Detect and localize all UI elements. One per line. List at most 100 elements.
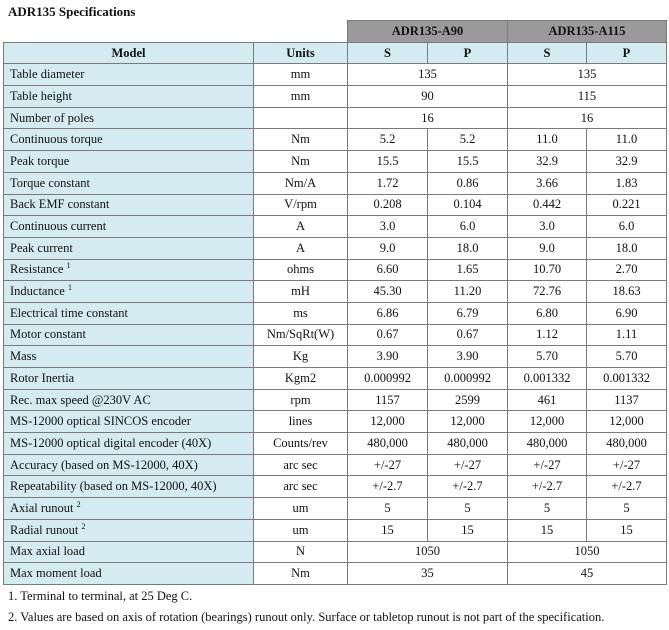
value-cell: 5.70 bbox=[586, 345, 667, 368]
subcolumn-header: P bbox=[586, 41, 667, 65]
group-header-a115: ADR135-A115 bbox=[507, 20, 667, 43]
table-row: Peak current A 9.0 18.0 9.0 18.0 bbox=[3, 236, 667, 260]
merged-value-cell: 135 bbox=[507, 63, 667, 87]
blank-cell bbox=[253, 20, 348, 43]
table-row: Torque constant Nm/A 1.72 0.86 3.66 1.83 bbox=[3, 171, 667, 195]
value-cell: 5.70 bbox=[507, 345, 587, 368]
row-label: Accuracy (based on MS-12000, 40X) bbox=[3, 453, 254, 477]
table-row: Rec. max speed @230V AC rpm 1157 2599 461 113… bbox=[3, 388, 667, 412]
table-row: Repeatability (based on MS-12000, 40X) ar… bbox=[3, 475, 667, 499]
value-cell: 6.79 bbox=[427, 301, 508, 325]
value-cell: 0.442 bbox=[507, 193, 587, 217]
row-label-text: Rotor Inertia bbox=[10, 370, 75, 385]
row-label-text: Inductance bbox=[10, 284, 65, 299]
footnote-marker: 1 bbox=[66, 261, 71, 271]
value-cell: 0.67 bbox=[427, 323, 508, 347]
value-cell: +/-27 bbox=[427, 453, 508, 477]
row-label: Torque constant bbox=[3, 171, 254, 195]
value-cell: 18.63 bbox=[586, 280, 667, 303]
table-row: Continuous torque Nm 5.2 5.2 11.0 11.0 bbox=[3, 128, 667, 152]
value-cell: 0.001332 bbox=[586, 367, 667, 390]
value-cell: 12,000 bbox=[507, 410, 587, 434]
table-row: Table diameter mm 135 135 bbox=[3, 63, 667, 87]
value-cell: 0.208 bbox=[347, 193, 428, 217]
merged-value-cell: 16 bbox=[347, 106, 508, 130]
unit-cell: Kg bbox=[253, 345, 348, 368]
merged-value-cell: 45 bbox=[507, 562, 667, 585]
value-cell: 1.72 bbox=[347, 171, 428, 195]
row-label: Rotor Inertia bbox=[3, 367, 254, 390]
row-label: MS-12000 optical digital encoder (40X) bbox=[3, 432, 254, 455]
value-cell: 11.0 bbox=[507, 128, 587, 152]
table-row: Max axial load N 1050 1050 bbox=[3, 540, 667, 564]
row-label: Continuous current bbox=[3, 215, 254, 238]
value-cell: 45.30 bbox=[347, 280, 428, 303]
value-cell: +/-27 bbox=[507, 453, 587, 477]
value-cell: 2.70 bbox=[586, 258, 667, 282]
row-label: Mass bbox=[3, 345, 254, 368]
value-cell: 0.104 bbox=[427, 193, 508, 217]
value-cell: 3.0 bbox=[507, 215, 587, 238]
unit-cell: um bbox=[253, 518, 348, 542]
row-label-text: Resistance bbox=[10, 262, 64, 277]
value-cell: 3.90 bbox=[347, 345, 428, 368]
value-cell: 480,000 bbox=[347, 432, 428, 455]
value-cell: 6.0 bbox=[427, 215, 508, 238]
value-cell: 15 bbox=[427, 518, 508, 542]
table-row: Max moment load Nm 35 45 bbox=[3, 562, 667, 585]
value-cell: 0.86 bbox=[427, 171, 508, 195]
unit-cell: Nm/SqRt(W) bbox=[253, 323, 348, 347]
unit-cell: Nm bbox=[253, 128, 348, 152]
unit-cell: lines bbox=[253, 410, 348, 434]
value-cell: 10.70 bbox=[507, 258, 587, 282]
value-cell: 480,000 bbox=[586, 432, 667, 455]
row-label-text: Radial runout bbox=[10, 522, 79, 537]
value-cell: 12,000 bbox=[586, 410, 667, 434]
unit-cell: Nm bbox=[253, 150, 348, 173]
value-cell: 15.5 bbox=[427, 150, 508, 173]
value-cell: +/-2.7 bbox=[507, 475, 587, 499]
unit-cell: arc sec bbox=[253, 453, 348, 477]
merged-value-cell: 115 bbox=[507, 85, 667, 108]
row-label-text: Mass bbox=[10, 349, 37, 364]
table-row: Motor constant Nm/SqRt(W) 0.67 0.67 1.12 1.11 bbox=[3, 323, 667, 347]
row-label: Table height bbox=[3, 85, 254, 108]
value-cell: 5 bbox=[586, 497, 667, 520]
row-label-text: Repeatability (based on MS-12000, 40X) bbox=[10, 479, 217, 494]
value-cell: 9.0 bbox=[507, 236, 587, 260]
value-cell: 5 bbox=[347, 497, 428, 520]
row-label: Repeatability (based on MS-12000, 40X) bbox=[3, 475, 254, 499]
value-cell: 5 bbox=[507, 497, 587, 520]
row-label: Max moment load bbox=[3, 562, 254, 585]
value-cell: 15 bbox=[507, 518, 587, 542]
row-label-text: Accuracy (based on MS-12000, 40X) bbox=[10, 457, 198, 472]
merged-value-cell: 1050 bbox=[347, 540, 508, 564]
value-cell: 6.86 bbox=[347, 301, 428, 325]
value-cell: 6.60 bbox=[347, 258, 428, 282]
value-cell: 0.001332 bbox=[507, 367, 587, 390]
value-cell: 3.66 bbox=[507, 171, 587, 195]
row-label-text: Max axial load bbox=[10, 544, 85, 559]
value-cell: 0.000992 bbox=[427, 367, 508, 390]
value-cell: 18.0 bbox=[427, 236, 508, 260]
unit-cell: ms bbox=[253, 301, 348, 325]
row-label: MS-12000 optical SINCOS encoder bbox=[3, 410, 254, 434]
merged-value-cell: 90 bbox=[347, 85, 508, 108]
row-label-text: Motor constant bbox=[10, 327, 87, 342]
units-header: Units bbox=[253, 41, 348, 65]
table-row: Accuracy (based on MS-12000, 40X) arc sec… bbox=[3, 453, 667, 477]
table-row: Inductance 1 mH 45.30 11.20 72.76 18.63 bbox=[3, 280, 667, 303]
table-row: Mass Kg 3.90 3.90 5.70 5.70 bbox=[3, 345, 667, 368]
value-cell: 2599 bbox=[427, 388, 508, 412]
table-row: Continuous current A 3.0 6.0 3.0 6.0 bbox=[3, 215, 667, 238]
row-label: Peak torque bbox=[3, 150, 254, 173]
merged-value-cell: 135 bbox=[347, 63, 508, 87]
unit-cell bbox=[253, 106, 348, 130]
value-cell: 12,000 bbox=[427, 410, 508, 434]
value-cell: 6.80 bbox=[507, 301, 587, 325]
value-cell: 1.65 bbox=[427, 258, 508, 282]
value-cell: 15.5 bbox=[347, 150, 428, 173]
table-row: Rotor Inertia Kgm2 0.000992 0.000992 0.00133… bbox=[3, 367, 667, 390]
page-title: ADR135 Specifications bbox=[8, 4, 136, 19]
row-label: Rec. max speed @230V AC bbox=[3, 388, 254, 412]
